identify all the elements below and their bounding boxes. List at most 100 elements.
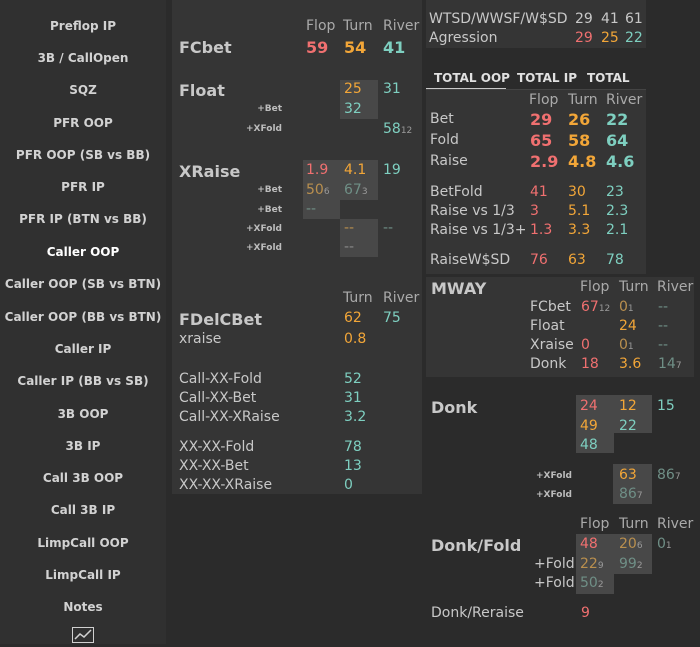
- agression-v1[interactable]: 29: [575, 30, 593, 46]
- mway-float-river[interactable]: --: [658, 318, 669, 334]
- total-raise13p-flop[interactable]: 1.3: [530, 222, 553, 238]
- mway-donk-river[interactable]: 147: [658, 356, 682, 372]
- sidebar-item-caller-ip-bb-vs-sb[interactable]: Caller IP (BB vs SB): [17, 374, 149, 388]
- total-bet-turn[interactable]: 26: [568, 110, 591, 129]
- float-river[interactable]: 31: [383, 81, 401, 97]
- sidebar-item-notes[interactable]: Notes: [63, 600, 103, 614]
- total-raise-flop[interactable]: 2.9: [530, 152, 559, 171]
- line-chart-icon[interactable]: [72, 627, 94, 643]
- donkfold-fold1-turn[interactable]: 992: [619, 556, 643, 572]
- xraise-turn[interactable]: 4.1: [344, 162, 367, 178]
- donkfold-fold1-flop[interactable]: 229: [580, 556, 604, 572]
- wtsd-v2[interactable]: 41: [601, 11, 619, 27]
- xraise-bet1-turn[interactable]: 673: [344, 182, 368, 198]
- mway-float-turn[interactable]: 24: [619, 318, 637, 334]
- donk-r2-flop[interactable]: 49: [580, 418, 598, 434]
- sidebar-item-pfr-oop-sb-vs-bb[interactable]: PFR OOP (SB vs BB): [15, 148, 151, 162]
- donkfold-fold2-flop[interactable]: 502: [580, 575, 604, 591]
- xx-xx-fold-value[interactable]: 78: [344, 439, 362, 455]
- donk-xfold1-turn[interactable]: 63: [619, 467, 637, 483]
- sidebar-item-3b-oop[interactable]: 3B OOP: [57, 407, 109, 421]
- mway-donk-flop[interactable]: 18: [581, 356, 599, 372]
- total-raisewsd-flop[interactable]: 76: [530, 252, 548, 268]
- sidebar-item-limpcall-oop[interactable]: LimpCall OOP: [37, 536, 129, 550]
- fcbet-river[interactable]: 41: [383, 38, 406, 57]
- xraise-bet2-flop[interactable]: --: [306, 201, 317, 217]
- total-raise-turn[interactable]: 4.8: [568, 152, 597, 171]
- donkfold-flop[interactable]: 48: [580, 536, 598, 552]
- tab-total-oop[interactable]: TOTAL OOP: [434, 71, 510, 85]
- fcbet-flop[interactable]: 59: [306, 38, 329, 57]
- xraise-bet1-flop[interactable]: 506: [306, 182, 330, 198]
- total-fold-flop[interactable]: 65: [530, 131, 553, 150]
- fdelcbet-xraise-turn[interactable]: 0.8: [344, 331, 367, 347]
- xraise-flop[interactable]: 1.9: [306, 162, 329, 178]
- fdelcbet-river[interactable]: 75: [383, 310, 401, 326]
- donkfold-turn[interactable]: 206: [619, 536, 643, 552]
- sidebar-item-call-3b-ip[interactable]: Call 3B IP: [50, 503, 116, 517]
- wtsd-v1[interactable]: 29: [575, 11, 593, 27]
- donk-r3-flop[interactable]: 48: [580, 437, 598, 453]
- total-raisewsd-river[interactable]: 78: [606, 252, 624, 268]
- total-raisewsd-turn[interactable]: 63: [568, 252, 586, 268]
- sidebar-item-caller-oop-sb-vs-btn[interactable]: Caller OOP (SB vs BTN): [4, 277, 162, 291]
- donk-r2-turn[interactable]: 22: [619, 418, 637, 434]
- fdelcbet-turn[interactable]: 62: [344, 310, 362, 326]
- mway-xraise-river[interactable]: --: [658, 337, 669, 353]
- mway-fcbet-flop[interactable]: 6712: [581, 299, 611, 315]
- xraise-xfold1-river[interactable]: --: [383, 220, 394, 236]
- total-fold-river[interactable]: 64: [606, 131, 629, 150]
- tab-total[interactable]: TOTAL: [587, 71, 630, 85]
- total-betfold-flop[interactable]: 41: [530, 184, 548, 200]
- sidebar-item-caller-oop[interactable]: Caller OOP: [46, 245, 120, 259]
- tab-total-ip[interactable]: TOTAL IP: [517, 71, 578, 85]
- donk-xfold1-river[interactable]: 867: [657, 467, 681, 483]
- total-betfold-river[interactable]: 23: [606, 184, 624, 200]
- total-bet-river[interactable]: 22: [606, 110, 629, 129]
- sidebar-item-call-3b-oop[interactable]: Call 3B OOP: [42, 471, 124, 485]
- sidebar-item-caller-ip[interactable]: Caller IP: [54, 342, 112, 356]
- sidebar-item-3b-ip[interactable]: 3B IP: [65, 439, 101, 453]
- donkreraise-flop[interactable]: 9: [581, 605, 590, 621]
- float-bet-turn[interactable]: 32: [344, 101, 362, 117]
- agression-v3[interactable]: 22: [625, 30, 643, 46]
- float-turn[interactable]: 25: [344, 81, 362, 97]
- donk-r1-turn[interactable]: 12: [619, 398, 637, 414]
- sidebar-item-pfr-oop[interactable]: PFR OOP: [53, 116, 113, 130]
- sidebar-item-limpcall-ip[interactable]: LimpCall IP: [45, 568, 121, 582]
- donk-r1-river[interactable]: 15: [657, 398, 675, 414]
- call-xx-bet-value[interactable]: 31: [344, 390, 362, 406]
- sidebar-item-pfr-ip-btn-vs-bb[interactable]: PFR IP (BTN vs BB): [19, 212, 147, 226]
- total-raise13-turn[interactable]: 5.1: [568, 203, 591, 219]
- total-raise13-river[interactable]: 2.3: [606, 203, 629, 219]
- sidebar-item-caller-oop-bb-vs-btn[interactable]: Caller OOP (BB vs BTN): [4, 310, 162, 324]
- total-fold-turn[interactable]: 58: [568, 131, 591, 150]
- total-raise13p-turn[interactable]: 3.3: [568, 222, 591, 238]
- mway-xraise-flop[interactable]: 0: [581, 337, 590, 353]
- call-xx-xraise-value[interactable]: 3.2: [344, 409, 367, 425]
- total-raise-river[interactable]: 4.6: [606, 152, 635, 171]
- sidebar-item-preflop-ip[interactable]: Preflop IP: [49, 19, 117, 33]
- donkfold-river[interactable]: 01: [657, 536, 672, 552]
- mway-donk-turn[interactable]: 3.6: [619, 356, 642, 372]
- sidebar-item-sqz[interactable]: SQZ: [69, 83, 97, 97]
- float-xfold-river[interactable]: 5812: [383, 121, 413, 137]
- total-betfold-turn[interactable]: 30: [568, 184, 586, 200]
- mway-fcbet-river[interactable]: --: [658, 299, 669, 315]
- xraise-river[interactable]: 19: [383, 162, 401, 178]
- sidebar-item-3b-callopen[interactable]: 3B / CallOpen: [37, 51, 129, 65]
- sidebar-item-pfr-ip[interactable]: PFR IP: [61, 180, 105, 194]
- fcbet-turn[interactable]: 54: [344, 38, 367, 57]
- xx-xx-xraise-value[interactable]: 0: [344, 477, 353, 493]
- xraise-xfold2-turn[interactable]: --: [344, 239, 355, 255]
- total-raise13-flop[interactable]: 3: [530, 203, 539, 219]
- donk-xfold2-turn[interactable]: 867: [619, 486, 643, 502]
- donk-r1-flop[interactable]: 24: [580, 398, 598, 414]
- xraise-xfold1-turn[interactable]: --: [344, 220, 355, 236]
- wtsd-v3[interactable]: 61: [625, 11, 643, 27]
- call-xx-fold-value[interactable]: 52: [344, 371, 362, 387]
- mway-fcbet-turn[interactable]: 01: [619, 299, 634, 315]
- mway-xraise-turn[interactable]: 01: [619, 337, 634, 353]
- agression-v2[interactable]: 25: [601, 30, 619, 46]
- total-raise13p-river[interactable]: 2.1: [606, 222, 629, 238]
